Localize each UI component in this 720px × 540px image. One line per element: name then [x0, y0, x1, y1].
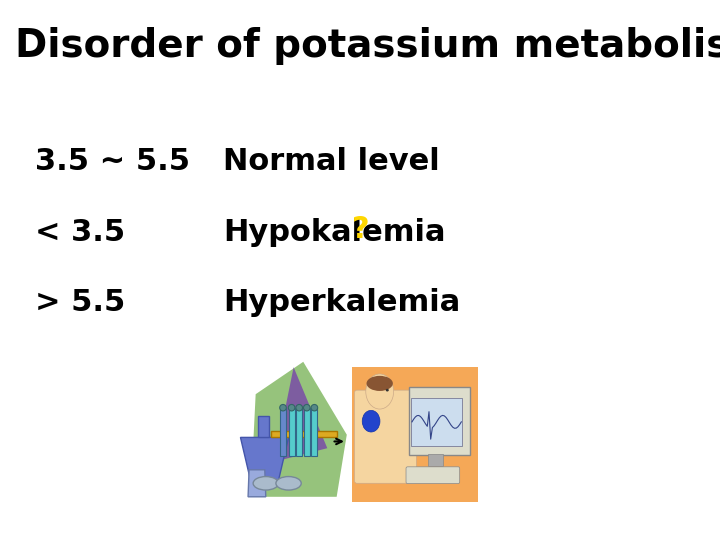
- Ellipse shape: [304, 404, 310, 411]
- Ellipse shape: [311, 404, 318, 411]
- Bar: [296, 408, 302, 456]
- Ellipse shape: [296, 404, 302, 411]
- Ellipse shape: [253, 476, 279, 490]
- Polygon shape: [274, 367, 328, 462]
- Bar: [428, 454, 443, 465]
- Bar: [280, 408, 286, 456]
- Polygon shape: [248, 470, 266, 497]
- Bar: [289, 408, 294, 456]
- Bar: [258, 416, 269, 437]
- Text: > 5.5: > 5.5: [35, 288, 126, 317]
- Bar: [411, 399, 462, 445]
- Text: Normal level: Normal level: [222, 147, 439, 177]
- FancyBboxPatch shape: [406, 467, 459, 484]
- Ellipse shape: [279, 404, 287, 411]
- Text: < 3.5: < 3.5: [35, 218, 125, 247]
- Text: ?: ?: [352, 215, 369, 244]
- Polygon shape: [240, 437, 289, 481]
- Text: Hyperkalemia: Hyperkalemia: [222, 288, 460, 317]
- Ellipse shape: [366, 376, 393, 391]
- FancyBboxPatch shape: [354, 390, 416, 483]
- Text: 3.5 ~ 5.5: 3.5 ~ 5.5: [35, 147, 190, 177]
- Polygon shape: [251, 362, 347, 497]
- Text: Hypokalemia: Hypokalemia: [222, 218, 445, 247]
- FancyBboxPatch shape: [352, 367, 478, 502]
- Ellipse shape: [276, 476, 301, 490]
- Bar: [271, 431, 337, 437]
- Ellipse shape: [288, 404, 295, 411]
- Ellipse shape: [366, 374, 394, 409]
- FancyBboxPatch shape: [409, 388, 469, 455]
- Bar: [311, 408, 318, 456]
- Bar: [304, 408, 310, 456]
- Ellipse shape: [362, 410, 380, 432]
- Ellipse shape: [386, 389, 389, 392]
- Text: Disorder of potassium metabolism: Disorder of potassium metabolism: [15, 27, 720, 65]
